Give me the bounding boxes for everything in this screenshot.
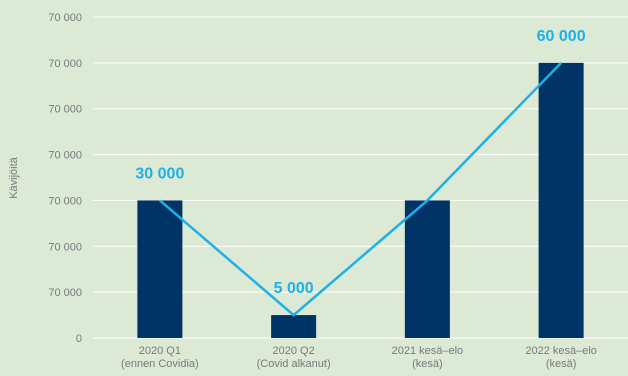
y-tick-label: 70 000 [48,287,82,299]
data-label: 60 000 [537,28,586,45]
y-tick-label: 70 000 [48,104,82,116]
y-axis-ticks: 0 70 000 70 000 70 000 70 000 70 000 70 000 70 … [48,12,82,345]
data-label: 30 000 [135,165,184,182]
y-axis-label: Kävijöitä [8,156,20,198]
x-axis-categories: 2020 Q1 (ennen Covidia) 2020 Q2 (Covid alka… [121,345,597,370]
y-tick-label: 70 000 [48,150,82,162]
y-tick-label: 0 [76,333,82,345]
bar [404,200,450,338]
y-tick-label: 70 000 [48,195,82,207]
x-category-label: 2022 kesä–elo (kesä) [525,345,597,370]
bar [538,62,584,338]
y-tick-label: 70 000 [48,241,82,253]
x-category-label: 2021 kesä–elo (kesä) [392,345,464,370]
line-series [159,61,563,317]
bar [271,315,317,338]
line-path [159,61,563,317]
y-tick-label: 70 000 [48,58,82,70]
x-category-label: 2020 Q1 (ennen Covidia) [121,345,199,370]
bars [137,62,584,338]
y-tick-label: 70 000 [48,12,82,24]
data-label: 5 000 [274,280,314,297]
bar [137,200,183,338]
x-category-label: 2020 Q2 (Covid alkanut) [257,345,331,370]
data-labels: 30 000 5 000 60 000 [135,28,585,297]
